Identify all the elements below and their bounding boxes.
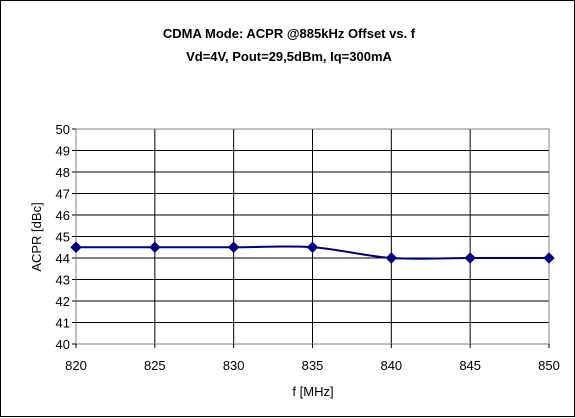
y-tick-label: 43 bbox=[56, 273, 70, 288]
y-tick-labels: 40 41 42 43 44 45 46 47 48 49 50 bbox=[56, 122, 76, 352]
chart-subtitle: Vd=4V, Pout=29,5dBm, Iq=300mA bbox=[186, 49, 392, 64]
y-tick-label: 42 bbox=[56, 294, 70, 309]
y-tick-label: 50 bbox=[56, 122, 70, 137]
data-point-marker bbox=[149, 241, 161, 253]
y-tick-label: 48 bbox=[56, 165, 70, 180]
x-tick-labels: 820 825 830 835 840 845 850 bbox=[65, 344, 560, 373]
data-point-marker bbox=[543, 252, 555, 264]
data-point-marker bbox=[306, 241, 319, 253]
y-tick-label: 44 bbox=[56, 251, 70, 266]
y-tick-label: 49 bbox=[56, 144, 70, 159]
chart-title: CDMA Mode: ACPR @885kHz Offset vs. f bbox=[163, 26, 416, 41]
y-tick-label: 45 bbox=[56, 230, 70, 245]
x-tick-label: 825 bbox=[144, 358, 166, 373]
data-point-marker bbox=[227, 241, 240, 253]
x-tick-label: 830 bbox=[223, 358, 245, 373]
y-tick-label: 41 bbox=[56, 316, 70, 331]
x-tick-label: 845 bbox=[459, 358, 481, 373]
grid-layer bbox=[75, 128, 550, 345]
x-tick-label: 835 bbox=[302, 358, 324, 373]
y-axis-label: ACPR [dBc] bbox=[29, 202, 44, 271]
data-point-marker bbox=[70, 241, 82, 253]
data-point-marker bbox=[464, 252, 476, 264]
x-tick-label: 840 bbox=[380, 358, 402, 373]
y-tick-label: 46 bbox=[56, 208, 70, 223]
x-tick-label: 850 bbox=[538, 358, 560, 373]
x-tick-label: 820 bbox=[65, 358, 87, 373]
series-layer bbox=[70, 241, 555, 264]
y-tick-label: 47 bbox=[56, 187, 70, 202]
data-point-marker bbox=[385, 252, 398, 264]
y-tick-label: 40 bbox=[56, 337, 70, 352]
x-axis-label: f [MHz] bbox=[292, 384, 333, 399]
